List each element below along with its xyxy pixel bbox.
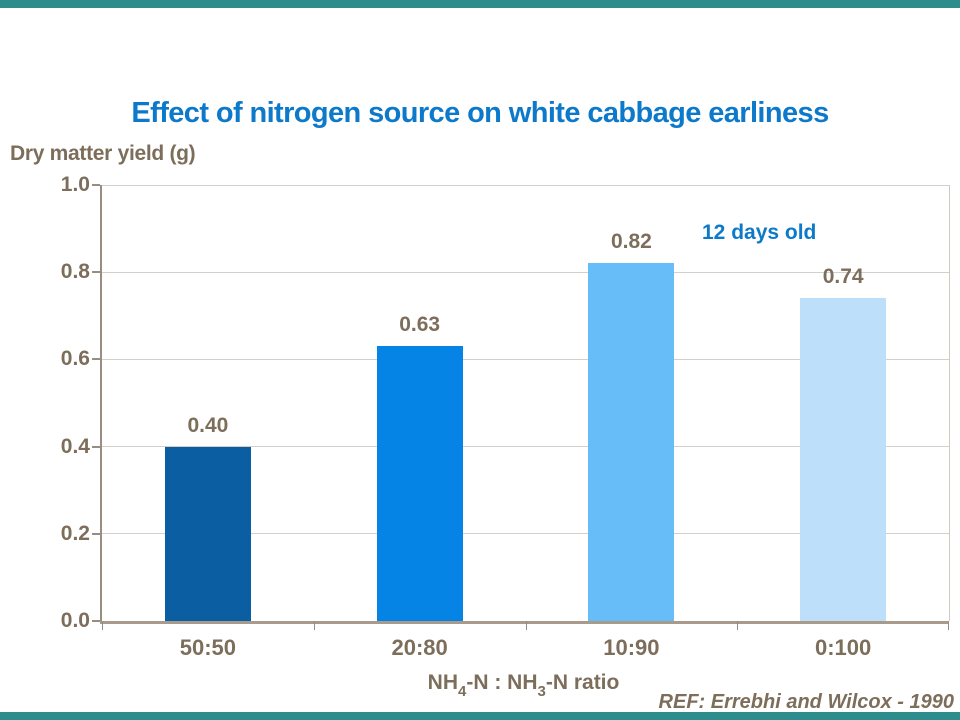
x-axis-title-part: NH [427, 671, 458, 694]
gridline [102, 446, 949, 448]
y-tick-label: 1.0 [60, 173, 90, 196]
gridline [102, 184, 949, 186]
reference-citation: REF: Errebhi and Wilcox - 1990 [658, 691, 954, 713]
y-tick-label: 0.0 [60, 609, 90, 632]
x-axis-title-subscript: 3 [537, 683, 546, 701]
gridline [102, 533, 949, 535]
x-category-label: 20:80 [391, 635, 448, 660]
chart-title: Effect of nitrogen source on white cabba… [131, 97, 829, 129]
x-axis-baseline [100, 621, 949, 624]
bar [164, 446, 251, 621]
bar-value-label: 0.74 [822, 265, 864, 289]
y-tick-mark [92, 271, 100, 274]
plot-area: 0.0 0.2 0.4 0.6 0.8 1.0 0.40 50:50 0.63 20:80 0.82… [61, 174, 950, 660]
annotation-12-days-old: 12 days old [702, 221, 817, 244]
bar-value-label: 0.40 [187, 413, 229, 437]
y-tick-label: 0.8 [60, 260, 90, 284]
y-tick-mark [92, 445, 100, 448]
gridline [102, 358, 949, 360]
y-tick-label: 0.4 [60, 434, 90, 458]
bar-value-label: 0.63 [399, 313, 441, 337]
y-tick-mark [92, 358, 100, 361]
gridline [102, 271, 949, 273]
x-category-label: 50:50 [179, 635, 237, 660]
bar [376, 346, 463, 621]
y-tick-mark [92, 184, 100, 186]
y-tick-label: 0.2 [60, 521, 90, 545]
bottom-accent-band [0, 712, 960, 720]
x-tick-mark [737, 621, 739, 630]
x-tick-mark [948, 621, 949, 630]
x-category-label: 10:90 [603, 635, 660, 660]
x-tick-mark [525, 621, 527, 630]
x-tick-mark [102, 621, 103, 630]
y-tick-mark [92, 532, 100, 535]
x-axis-title-part: -N ratio [545, 671, 620, 694]
x-axis-title: NH4-N : NH3-N ratio [100, 671, 947, 699]
bar [588, 263, 675, 621]
x-axis-title-part: -N : NH [466, 671, 538, 694]
top-accent-band [0, 0, 960, 8]
x-tick-mark [313, 621, 315, 630]
bar [800, 298, 887, 621]
bar-value-label: 0.82 [610, 230, 652, 254]
x-axis-title-subscript: 4 [458, 683, 467, 701]
y-axis-title: Dry matter yield (g) [10, 142, 196, 165]
x-category-label: 0:100 [814, 635, 872, 660]
y-tick-label: 0.6 [60, 347, 90, 371]
y-tick-mark [92, 620, 100, 622]
